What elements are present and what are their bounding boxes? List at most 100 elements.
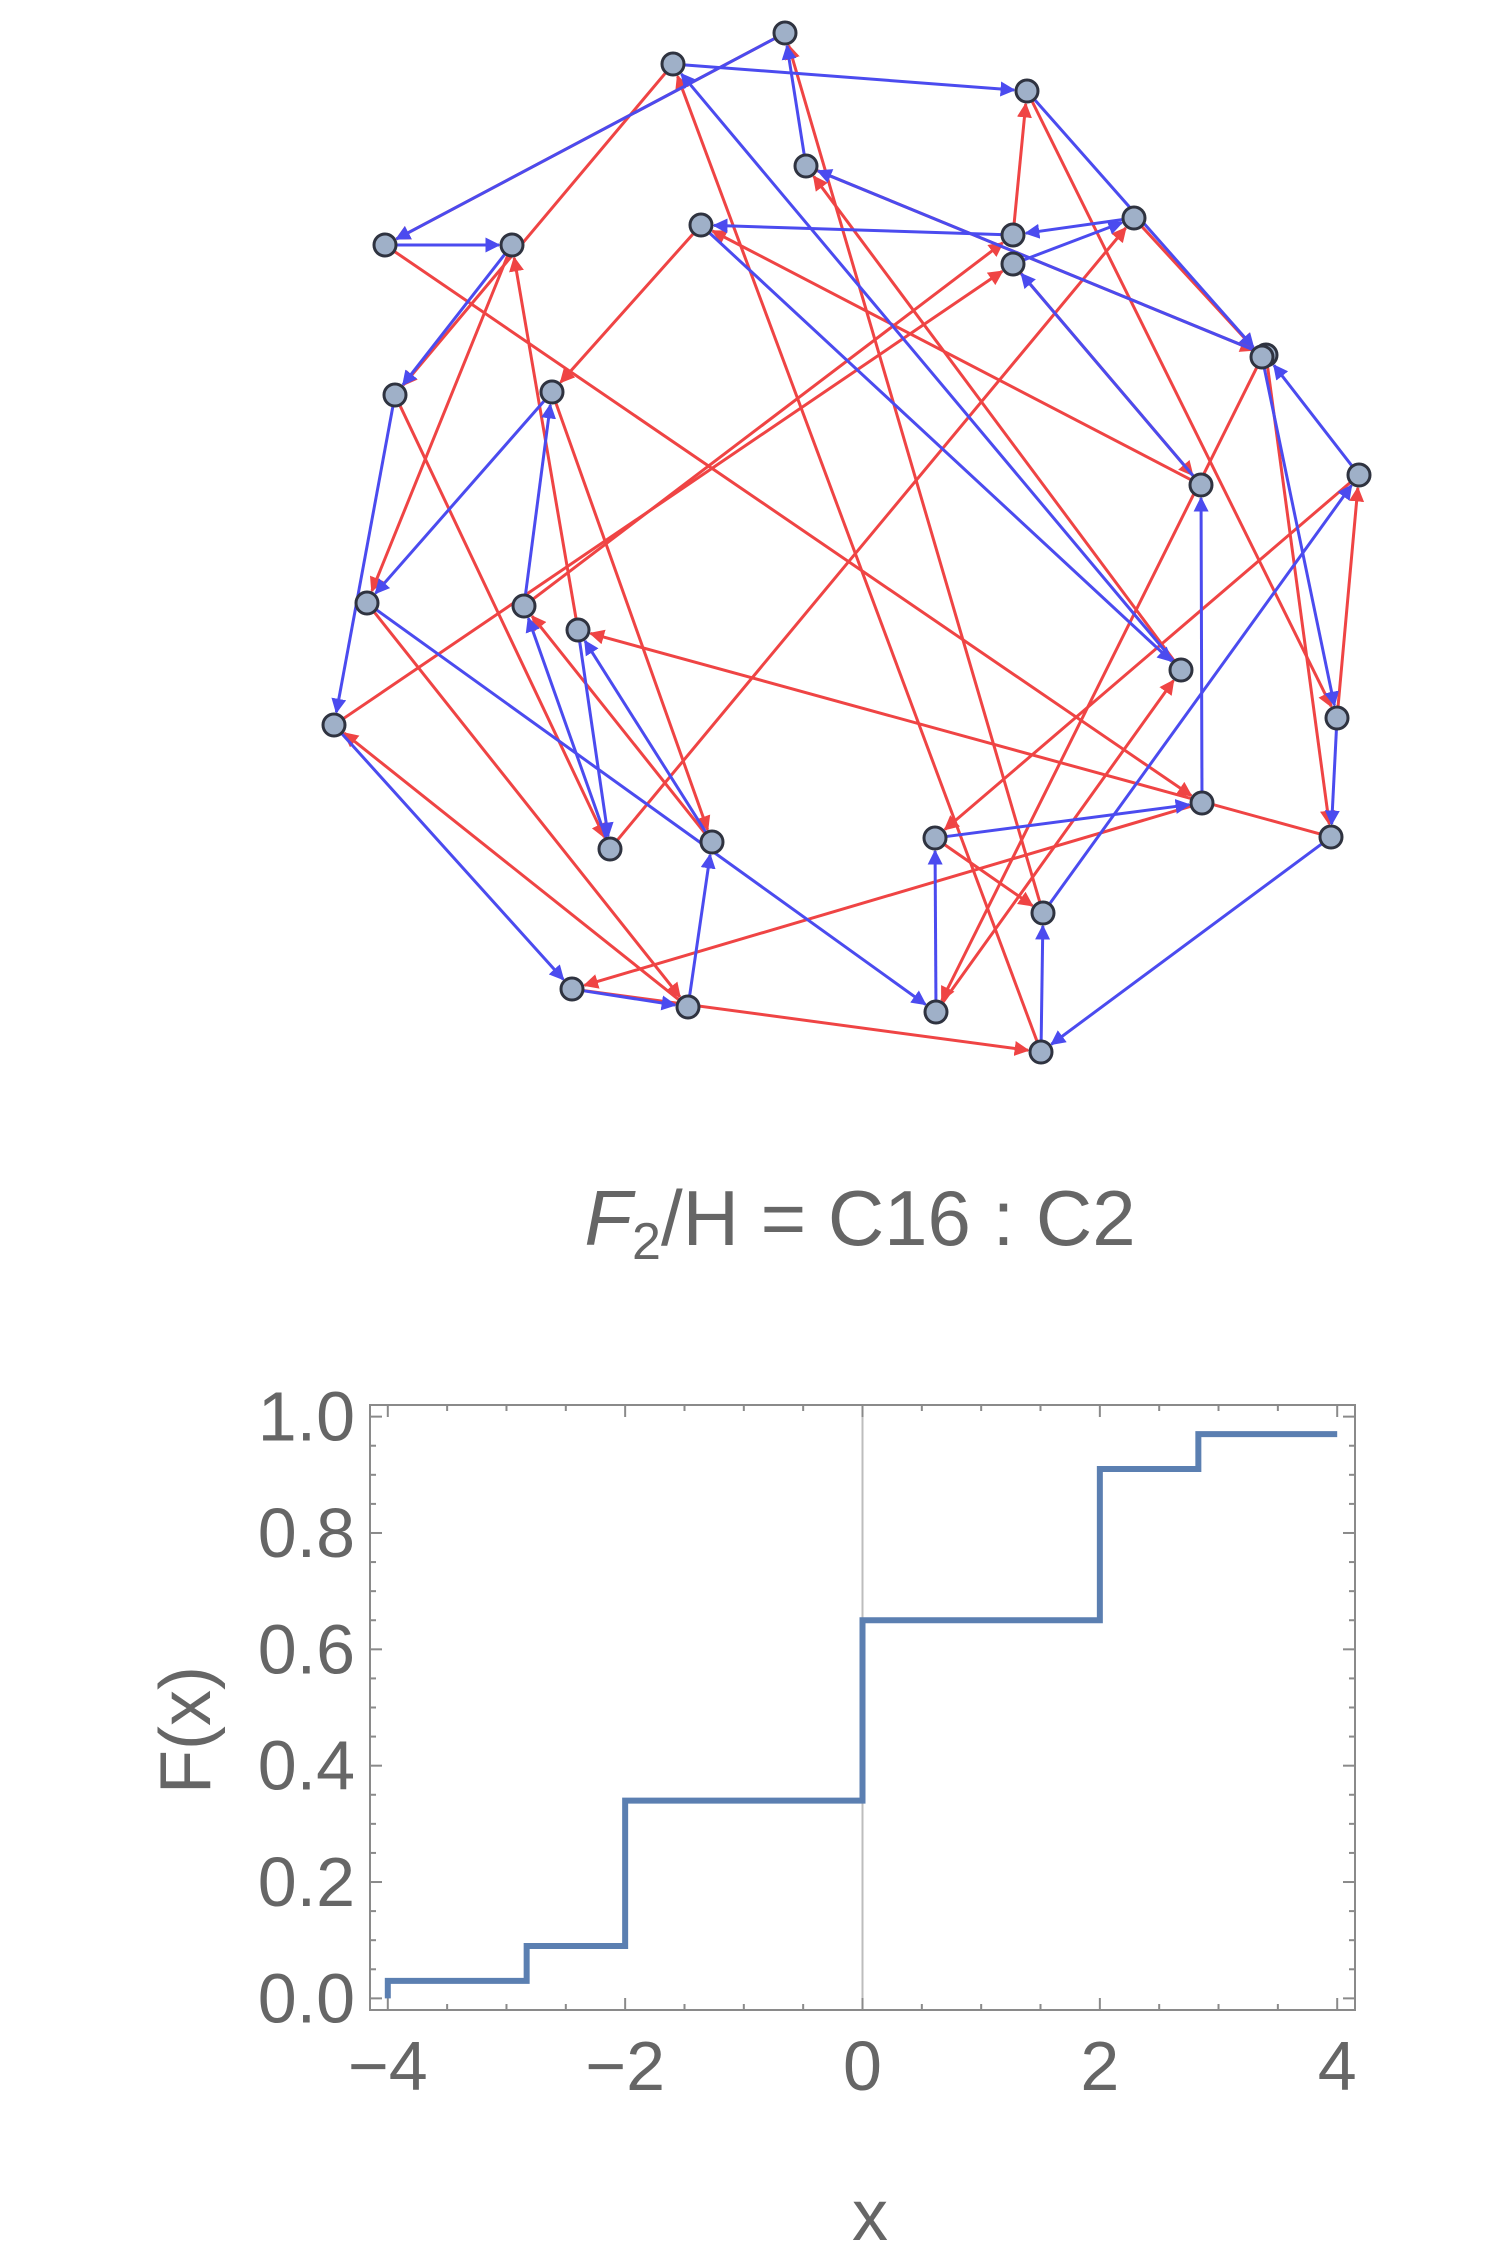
edge-red-arrow: [1265, 365, 1335, 826]
graph-vertex: [1249, 344, 1275, 370]
edge-blue-arrow: [1193, 496, 1209, 793]
edge-red-arrow: [554, 401, 711, 832]
edge-red-arrow: [342, 731, 681, 1002]
x-tick-label: 2: [1080, 2027, 1119, 2105]
graph-title-italic: F: [584, 1174, 636, 1262]
graph-vertex: [1028, 1039, 1054, 1065]
graph-vertex: [688, 212, 714, 238]
graph-vertex: [660, 51, 686, 77]
graph-vertex: [1014, 78, 1040, 104]
edge-red-arrow: [941, 679, 1175, 1004]
edge-blue-arrow: [340, 732, 565, 981]
edge-red-arrow: [812, 175, 1176, 663]
graph-vertex: [511, 593, 537, 619]
y-tick-label: 0.0: [258, 1959, 355, 2037]
edge-blue-arrow: [375, 608, 927, 1006]
graph-edges: [331, 36, 1365, 1056]
graph-vertex: [1189, 790, 1215, 816]
axis-ticks: [370, 1405, 1355, 2010]
edge-red-arrow: [583, 804, 1192, 989]
edge-blue-arrow: [1324, 728, 1340, 826]
edge-blue-arrow: [1022, 220, 1124, 262]
edge-red-arrow: [1336, 486, 1365, 708]
edge-red-arrow: [615, 226, 1127, 842]
y-tick-label: 0.8: [258, 1494, 355, 1572]
cayley-graph: [321, 20, 1372, 1065]
edge-blue-arrow: [583, 639, 708, 834]
x-tick-label: −2: [585, 2027, 665, 2105]
graph-vertex: [1324, 705, 1350, 731]
x-axis-label: x: [852, 2176, 888, 2256]
edge-blue-arrow: [1024, 218, 1124, 239]
x-tick-label: 0: [843, 2027, 882, 2105]
edge-blue-arrow: [712, 218, 1003, 237]
x-tick-label: −4: [348, 2027, 428, 2105]
y-tick-label: 1.0: [258, 1378, 355, 1456]
graph-vertex: [699, 829, 725, 855]
graph-vertex: [372, 232, 398, 258]
edge-red-arrow: [369, 254, 510, 593]
graph-vertex: [772, 20, 798, 46]
graph-vertex: [382, 382, 408, 408]
edge-blue-arrow: [1035, 924, 1051, 1042]
edge-blue-arrow: [578, 640, 614, 838]
edge-blue-arrow: [680, 72, 1176, 663]
cdf-step-line: [384, 1431, 1338, 1999]
graph-vertex: [1121, 205, 1147, 231]
edge-blue-arrow: [1020, 272, 1196, 478]
edge-red-arrow: [559, 232, 695, 384]
graph-vertex: [923, 999, 949, 1025]
y-axis-label: F(x): [146, 1666, 226, 1794]
edge-blue-arrow: [523, 403, 556, 596]
graph-vertex: [1188, 472, 1214, 498]
edge-blue-arrow: [1272, 364, 1354, 468]
y-tick-labels: 0.0 0.2 0.4 0.6 0.8 1.0: [258, 1378, 355, 2038]
x-tick-labels: −4 −2 0 2 4: [348, 2027, 1357, 2105]
edge-blue-arrow: [1050, 842, 1324, 1046]
edge-blue-arrow: [374, 399, 546, 595]
graph-vertex: [922, 825, 948, 851]
graph-vertex: [565, 617, 591, 643]
edge-blue-arrow: [683, 63, 1016, 97]
edge-blue-arrow: [816, 169, 1257, 353]
edge-red-arrow: [711, 229, 1192, 482]
graph-vertex: [1346, 462, 1372, 488]
edge-red-arrow: [1012, 102, 1032, 225]
edge-red-arrow: [531, 241, 1004, 601]
edge-red-arrow: [1030, 100, 1333, 708]
x-tick-label: 4: [1318, 2027, 1357, 2105]
graph-vertex: [597, 836, 623, 862]
y-tick-label: 0.6: [258, 1610, 355, 1688]
plot-frame: [369, 1404, 1356, 2011]
graph-vertex: [559, 976, 585, 1002]
edge-red-arrow: [372, 610, 682, 998]
graph-title: F2/H = C16 : C2: [584, 1174, 1135, 1271]
graph-title-subscript: 2: [632, 1213, 661, 1271]
graph-vertex: [354, 590, 380, 616]
edge-red-arrow: [530, 614, 707, 835]
y-tick-label: 0.2: [258, 1843, 355, 1921]
edge-blue-arrow: [927, 849, 943, 1002]
edge-blue-arrow: [945, 799, 1191, 839]
graph-vertex: [539, 379, 565, 405]
edge-red-arrow: [393, 249, 1193, 797]
edge-blue-arrow: [582, 989, 677, 1011]
edge-red-arrow: [582, 988, 1030, 1056]
graph-vertex: [1000, 251, 1026, 277]
edge-blue-arrow: [525, 616, 608, 840]
edge-blue-arrow: [331, 405, 395, 714]
series-line: [384, 1431, 1338, 1999]
graph-vertices: [321, 20, 1372, 1065]
edge-red-arrow: [940, 366, 1259, 1002]
edge-red-arrow: [675, 74, 1039, 1043]
edge-blue-arrow: [395, 36, 776, 241]
edge-red-arrow: [402, 71, 668, 387]
cdf-chart: −4 −2 0 2 4 0.0 0.2 0.4 0.6 0.8 1.0 x F(x): [146, 1378, 1357, 2256]
edge-blue-arrow: [1262, 367, 1339, 707]
graph-vertex: [1318, 824, 1344, 850]
graph-vertex: [1168, 657, 1194, 683]
edge-red-arrow: [398, 404, 606, 839]
y-tick-label: 0.4: [258, 1727, 355, 1805]
graph-vertex: [1000, 222, 1026, 248]
